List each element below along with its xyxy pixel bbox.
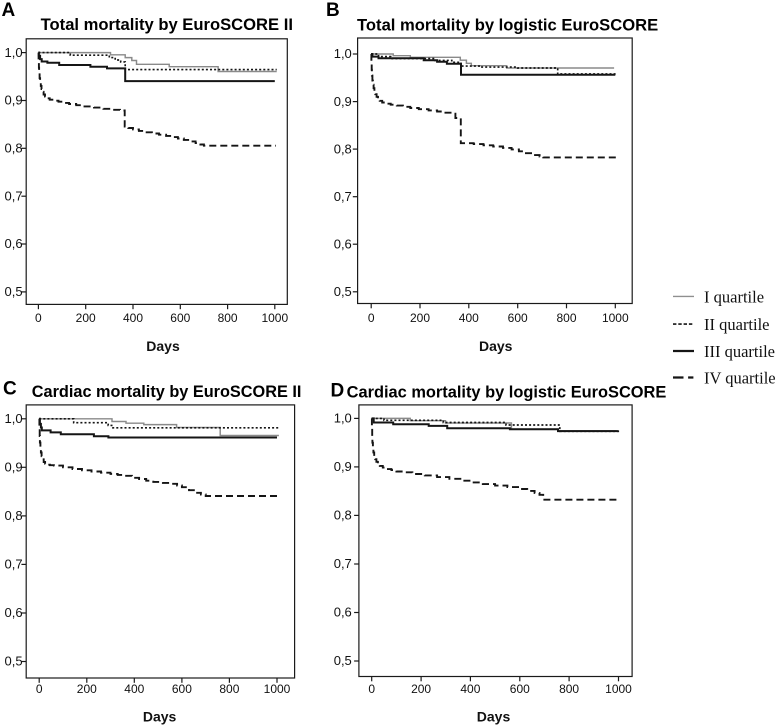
svg-text:400: 400 <box>124 682 144 696</box>
svg-text:800: 800 <box>559 682 579 696</box>
svg-text:0,9: 0,9 <box>334 459 352 474</box>
svg-text:1,0: 1,0 <box>334 46 352 61</box>
svg-text:Total mortality by logistic Eu: Total mortality by logistic EuroSCORE <box>357 16 658 35</box>
svg-text:600: 600 <box>510 682 530 696</box>
svg-text:0,8: 0,8 <box>5 508 23 523</box>
svg-text:600: 600 <box>508 311 528 325</box>
svg-text:0,9: 0,9 <box>5 460 23 475</box>
svg-text:0,8: 0,8 <box>334 508 352 523</box>
svg-text:0,6: 0,6 <box>334 236 352 251</box>
svg-text:800: 800 <box>219 682 239 696</box>
svg-text:0,9: 0,9 <box>5 93 23 108</box>
svg-text:800: 800 <box>218 311 238 325</box>
svg-text:1000: 1000 <box>264 682 291 696</box>
svg-text:C: C <box>3 379 17 400</box>
svg-text:0,9: 0,9 <box>334 94 352 109</box>
svg-text:600: 600 <box>172 682 192 696</box>
svg-text:A: A <box>2 0 16 21</box>
svg-text:Total mortality by EuroSCORE I: Total mortality by EuroSCORE II <box>41 15 293 34</box>
svg-text:0,7: 0,7 <box>5 188 23 203</box>
svg-text:0,8: 0,8 <box>5 141 23 156</box>
svg-text:1,0: 1,0 <box>5 411 23 426</box>
svg-text:1,0: 1,0 <box>334 411 352 426</box>
svg-text:III quartile: III quartile <box>704 342 775 361</box>
svg-text:Days: Days <box>479 338 513 354</box>
svg-text:200: 200 <box>76 311 96 325</box>
svg-text:0,6: 0,6 <box>5 236 23 251</box>
svg-text:400: 400 <box>123 311 143 325</box>
svg-text:0,7: 0,7 <box>5 557 23 572</box>
svg-text:1000: 1000 <box>602 311 629 325</box>
svg-text:0,8: 0,8 <box>334 141 352 156</box>
svg-text:200: 200 <box>410 311 430 325</box>
svg-text:1000: 1000 <box>261 311 288 325</box>
svg-text:IV quartile: IV quartile <box>704 369 776 388</box>
svg-text:0,5: 0,5 <box>334 284 352 299</box>
svg-text:1,0: 1,0 <box>5 45 23 60</box>
svg-text:II quartile: II quartile <box>704 315 770 334</box>
svg-text:0: 0 <box>368 311 375 325</box>
svg-text:200: 200 <box>77 682 97 696</box>
svg-text:0,6: 0,6 <box>334 605 352 620</box>
svg-text:0,5: 0,5 <box>5 654 23 669</box>
svg-text:1000: 1000 <box>605 682 632 696</box>
svg-text:I quartile: I quartile <box>704 287 764 306</box>
svg-text:Days: Days <box>477 709 511 725</box>
svg-text:0: 0 <box>35 311 42 325</box>
svg-text:B: B <box>326 0 340 21</box>
svg-text:400: 400 <box>459 311 479 325</box>
svg-text:800: 800 <box>556 311 576 325</box>
svg-text:0,7: 0,7 <box>334 189 352 204</box>
svg-text:D: D <box>331 381 345 402</box>
svg-text:0: 0 <box>368 682 375 696</box>
svg-text:0,6: 0,6 <box>5 605 23 620</box>
svg-text:0,5: 0,5 <box>5 284 23 299</box>
svg-text:600: 600 <box>170 311 190 325</box>
svg-text:Cardiac mortality by logistic: Cardiac mortality by logistic EuroSCORE <box>347 384 667 402</box>
svg-text:400: 400 <box>460 682 480 696</box>
svg-text:Days: Days <box>146 338 180 354</box>
svg-text:200: 200 <box>411 682 431 696</box>
svg-text:0: 0 <box>36 682 43 696</box>
svg-text:Days: Days <box>143 709 177 725</box>
svg-text:0,5: 0,5 <box>334 653 352 668</box>
svg-text:Cardiac mortality by EuroSCORE: Cardiac mortality by EuroSCORE II <box>32 383 302 401</box>
svg-text:0,7: 0,7 <box>334 556 352 571</box>
